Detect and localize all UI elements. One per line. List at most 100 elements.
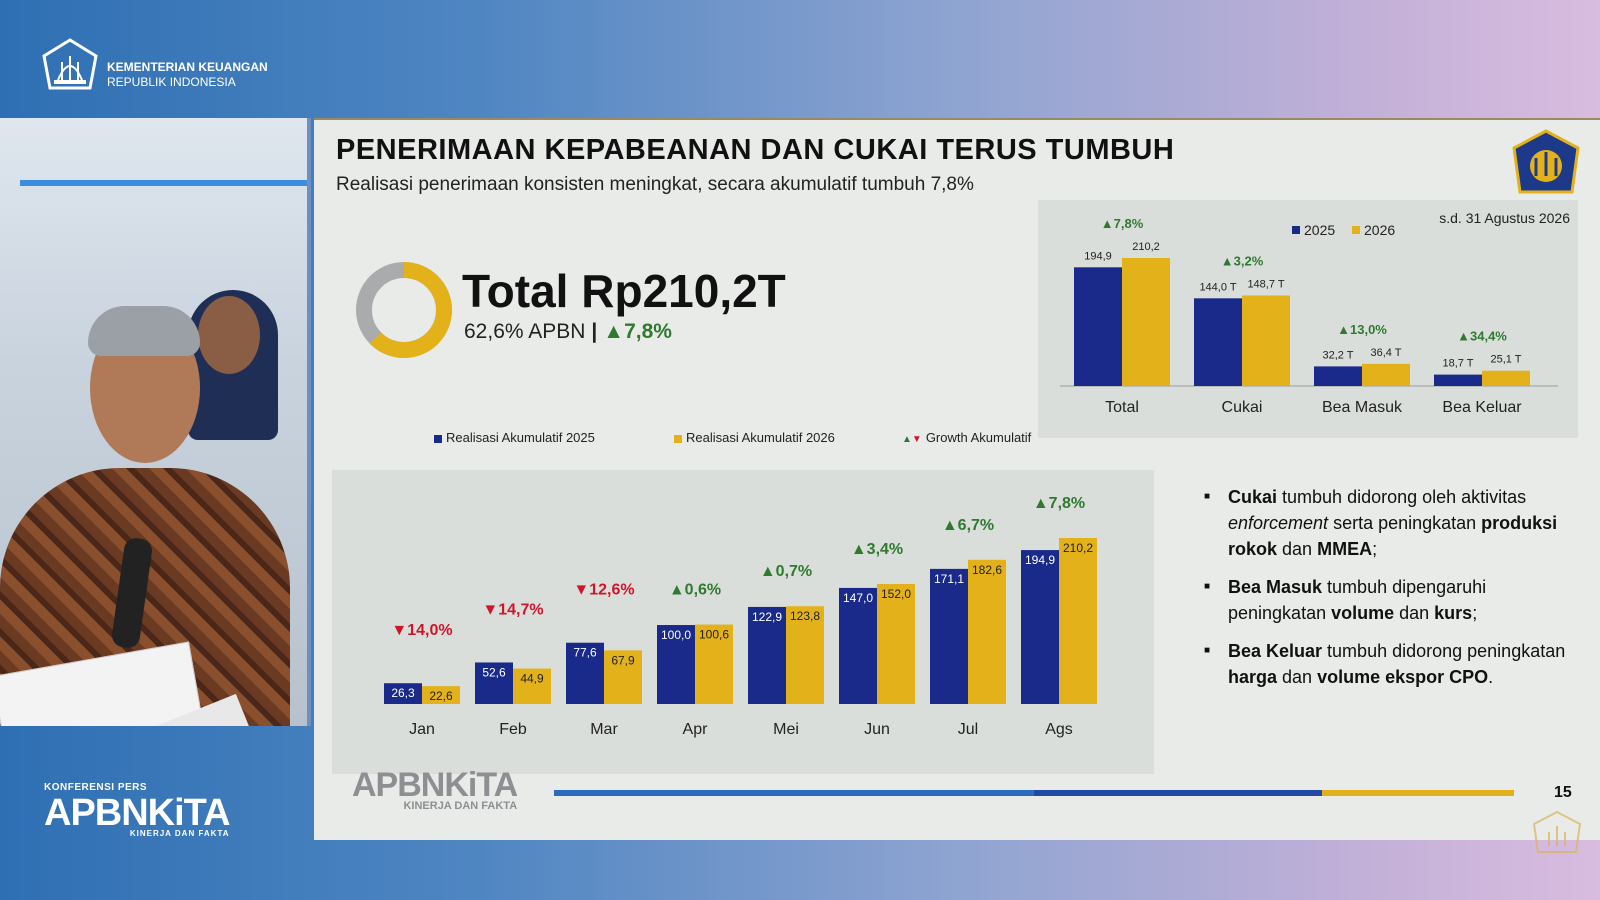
data-label-2025-Mar: 77,6 [573,646,597,660]
category-chart-panel: 2025 2026 194,9 210,2 ▲7,8% Total 144,0 T 148,7… [1038,200,1578,438]
bar-2026-Bea Masuk [1362,363,1410,386]
growth-label-Total: ▲7,8% [1101,216,1144,231]
bar-2025-Total [1074,267,1122,386]
bullet-bm-t2: dan [1394,603,1435,623]
bar-2025-Mar [566,642,604,704]
data-label-2026-Mar: 67,9 [611,653,635,667]
bar-2026-Mar [604,650,642,704]
speaker-video [0,118,311,726]
legend-item-2026: Realisasi Akumulatif 2026 [674,430,835,445]
growth-label-Jul: ▲6,7% [942,517,994,534]
bar-2025-Apr [657,625,695,704]
bar-2026-Total [1122,258,1170,386]
monthly-bar-chart: 26,3 22,6 ▼14,0% Jan 52,6 44,9 ▼14,7% Feb 77,6 67… [384,495,1097,738]
ministry-name: KEMENTERIAN KEUANGAN REPUBLIK INDONESIA [107,60,268,90]
bar-2025-Ags [1021,550,1059,704]
bullet-bk-t3: . [1488,667,1494,687]
footer-progress-bar [554,790,1514,796]
total-summary: Total Rp210,2T 62,6% APBN | ▲7,8% [354,260,794,370]
category-label-Total: Total [1105,399,1139,416]
brand-name: APBNKiTA [44,792,231,834]
bullet-bk-b1: Bea Keluar [1228,641,1323,661]
bullet-cukai-t3: dan [1277,539,1318,559]
legend-label-2025: Realisasi Akumulatif 2025 [446,430,595,445]
data-label-2025-Cukai: 144,0 T [1199,281,1236,293]
legend-swatch-2025 [1292,226,1300,234]
bullet-bk-t1: tumbuh didorong peningkatan [1322,641,1566,661]
bullet-bk-t2: dan [1277,667,1318,687]
bar-2025-Mei [748,606,786,704]
bar-2025-Jan [384,683,422,704]
separator: | [591,320,598,343]
bullet-bea-keluar: Bea Keluar tumbuh didorong peningkatan h… [1204,638,1584,690]
bar-2026-Apr [695,624,733,704]
ministry-line2: REPUBLIK INDONESIA [107,75,236,89]
ministry-line1: KEMENTERIAN KEUANGAN [107,60,268,74]
legend-swatch-2025 [434,434,442,443]
ministry-emblem-icon [42,38,98,90]
data-label-2026-Ags: 210,2 [1063,541,1093,555]
bullet-bea-masuk: Bea Masuk tumbuh dipengaruhi peningkatan… [1204,574,1584,626]
bullet-bm-b2: volume [1331,603,1395,623]
data-label-2026-Mei: 123,8 [790,609,820,623]
growth-label-Cukai: ▲3,2% [1221,253,1264,268]
bullet-cukai-b3: MMEA [1317,539,1373,559]
month-label-Mei: Mei [773,721,799,738]
bullet-bk-b3: volume ekspor CPO [1317,667,1489,687]
total-growth: ▲7,8% [603,320,672,343]
growth-label-Mei: ▲0,7% [760,563,812,580]
legend-item-2025: Realisasi Akumulatif 2025 [434,430,595,445]
data-label-2026-Feb: 44,9 [520,672,544,686]
growth-label-Apr: ▲0,6% [669,582,721,599]
legend-swatch-2026 [674,434,682,443]
apbn-percentage: 62,6% APBN [464,320,586,343]
bar-2026-Cukai [1242,295,1290,386]
bar-2025-Bea Masuk [1314,366,1362,386]
bullet-bk-b2: harga [1228,667,1278,687]
bullet-cukai-t2: serta peningkatan [1328,513,1482,533]
data-label-2026-Jul: 182,6 [972,563,1002,577]
data-label-2026-Bea Masuk: 36,4 T [1371,347,1402,359]
apbn-donut-chart [356,262,452,358]
bar-2025-Bea Keluar [1434,374,1482,386]
legend-label-2025: 2025 [1304,222,1335,238]
category-bar-chart: 2025 2026 194,9 210,2 ▲7,8% Total 144,0 T 148,7… [1060,216,1558,416]
legend-label-2026: 2026 [1364,222,1395,238]
growth-label-Mar: ▼12,6% [573,582,634,599]
bar-2025-Jun [839,587,877,704]
bullet-bm-t1: tumbuh dipengaruhi peningkatan [1228,577,1487,623]
background-person-head [198,296,260,374]
bar-2025-Cukai [1194,298,1242,386]
speaker-hair [88,306,200,356]
data-label-2026-Bea Keluar: 25,1 T [1491,354,1522,366]
legend-item-growth: ▲▼ Growth Akumulatif [902,430,1031,445]
legend-swatch-2026 [1352,226,1360,234]
bar-2025-Jul [930,568,968,704]
growth-label-Ags: ▲7,8% [1033,495,1085,512]
page-number: 15 [1554,784,1572,801]
month-label-Mar: Mar [590,721,618,738]
video-background-stripe [20,180,307,186]
data-label-2026-Total: 210,2 [1132,241,1160,253]
bar-2026-Jan [422,686,460,704]
bullet-cukai-t4: ; [1372,539,1378,559]
footer-brand: APBNKiTA KINERJA DAN FAKTA [352,766,518,812]
bar-2026-Mei [786,606,824,704]
insight-bullets: Cukai tumbuh didorong oleh aktivitas enf… [1204,484,1584,702]
presentation-slide: PENERIMAAN KEPABEANAN DAN CUKAI TERUS TU… [314,118,1600,853]
data-label-2025-Total: 194,9 [1084,250,1112,262]
header: KEMENTERIAN KEUANGAN REPUBLIK INDONESIA [0,0,1600,116]
footer-brand-name: APBNKiTA [352,766,518,804]
total-subline: 62,6% APBN | ▲7,8% [464,320,672,344]
bullet-cukai-i1: enforcement [1228,513,1329,533]
data-label-2026-Cukai: 148,7 T [1247,278,1284,290]
brand-konferensi: KONFERENSI PERS [44,782,148,793]
month-label-Feb: Feb [499,721,527,738]
data-label-2025-Feb: 52,6 [482,665,506,679]
bullet-cukai-b1: Cukai [1228,487,1278,507]
category-label-Cukai: Cukai [1222,399,1263,416]
brand-tagline: KINERJA DAN FAKTA [129,829,230,838]
donut-realized-arc [356,262,452,358]
data-label-2026-Apr: 100,6 [699,628,729,642]
data-label-2025-Jul: 171,1 [934,572,964,586]
